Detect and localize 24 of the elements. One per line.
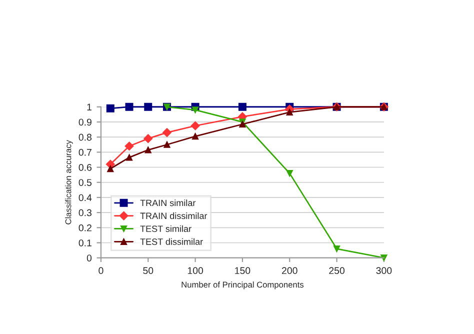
y-tick-label: 0.4: [78, 194, 92, 202]
legend-label: TRAIN similar: [140, 200, 196, 206]
x-tick-label: 200: [282, 267, 298, 274]
legend-label: TEST similar: [140, 225, 192, 232]
x-axis-title: Number of Principal Components: [182, 281, 304, 290]
x-tick-label: 100: [188, 267, 204, 274]
x-tick-label: 250: [329, 267, 345, 274]
legend-label: TRAIN dissimilar: [140, 212, 208, 220]
y-tick-label: 1: [87, 104, 92, 110]
x-tick-label: 300: [376, 267, 392, 274]
y-tick-label: 0.1: [78, 239, 92, 246]
y-axis-title: Classification accuracy: [65, 140, 73, 224]
y-tick-label: 0.9: [78, 118, 92, 126]
x-tick-label: 0: [98, 267, 104, 274]
y-tick-label: 0.2: [78, 224, 92, 232]
y-tick-label: 0: [86, 254, 92, 262]
y-tick-label: 0.3: [78, 209, 92, 216]
x-tick-label: 50: [143, 267, 154, 274]
x-tick-label: 150: [235, 267, 250, 274]
y-tick-label: 0.5: [78, 179, 92, 186]
y-tick-label: 0.8: [78, 134, 92, 141]
y-tick-label: 0.7: [78, 148, 92, 156]
y-tick-label: 0.6: [78, 164, 92, 171]
legend-label: TEST dissimilar: [140, 238, 203, 245]
